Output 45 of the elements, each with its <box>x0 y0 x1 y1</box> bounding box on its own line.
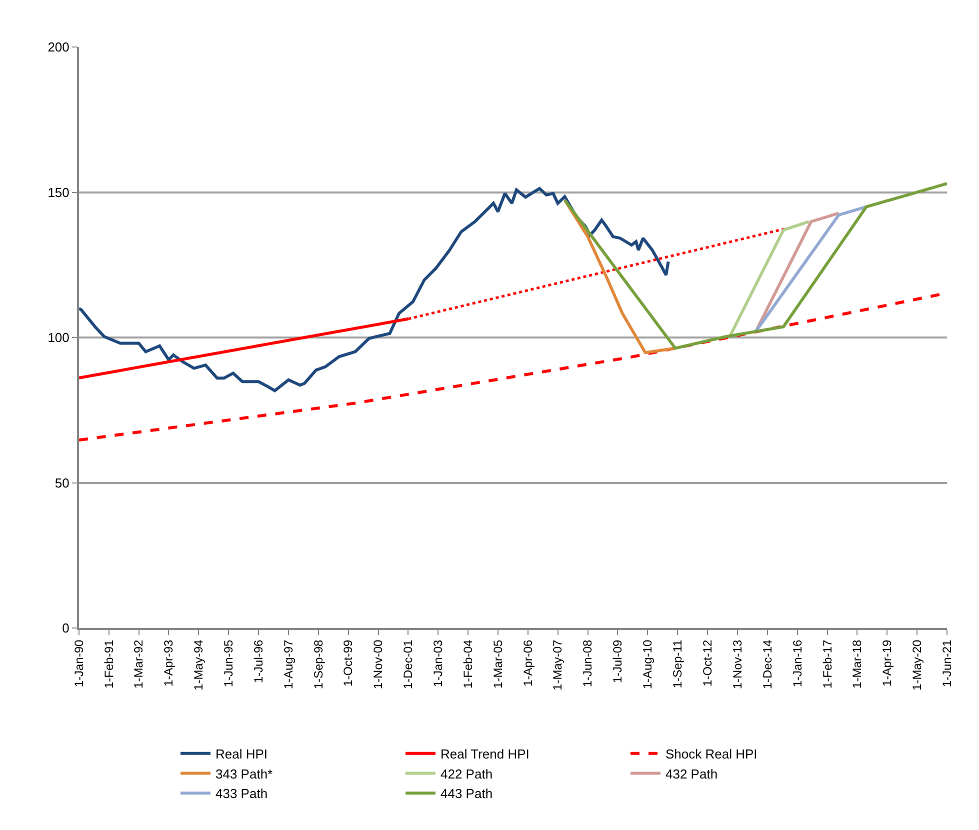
x-tick-label: 1-Jun-95 <box>221 639 236 688</box>
x-tick-label: 1-Sep-11 <box>670 639 685 688</box>
x-tick-label: 1-Aug-97 <box>281 639 296 690</box>
x-tick-label: 1-Jul-96 <box>251 639 266 684</box>
x-tick-label: 1-Mar-05 <box>490 639 505 688</box>
legend-label: 422 Path <box>440 766 493 782</box>
x-tick-label: 1-Feb-91 <box>102 639 116 689</box>
x-tick-label: 1-Jan-03 <box>431 639 446 688</box>
legend-label: 443 Path <box>440 786 493 802</box>
legend-label: 433 Path <box>216 786 268 802</box>
y-tick-label: 200 <box>48 40 70 55</box>
line-series <box>563 182 947 350</box>
x-tick-label: 1-Apr-19 <box>880 639 894 686</box>
x-tick-label: 1-Feb-04 <box>461 639 476 689</box>
x-tick-label: 1-Jul-09 <box>610 639 625 684</box>
x-tick-label: 1-Apr-06 <box>520 639 535 686</box>
y-tick-label: 50 <box>54 475 70 490</box>
legend-label: 432 Path <box>666 766 718 782</box>
legend-label: Shock Real HPI <box>666 746 758 762</box>
line-series <box>79 186 670 392</box>
x-tick-label: 1-Feb-17 <box>820 639 834 689</box>
y-tick-label: 100 <box>48 330 70 346</box>
x-tick-label: 1-May-94 <box>192 639 206 690</box>
legend-label: Real Trend HPI <box>440 746 530 762</box>
x-tick-label: 1-May-07 <box>550 639 565 690</box>
x-tick-label: 1-Aug-10 <box>640 639 655 690</box>
legend-label: Real HPI <box>216 746 268 762</box>
legend-label: 343 Path* <box>216 766 273 782</box>
x-tick-label: 1-Jun-21 <box>940 639 954 688</box>
x-tick-label: 1-Mar-18 <box>850 639 864 688</box>
x-tick-label: 1-Apr-93 <box>162 639 176 686</box>
x-tick-label: 1-Sep-98 <box>311 639 326 690</box>
y-tick-label: 150 <box>48 184 70 200</box>
x-tick-label: 1-Oct-99 <box>341 639 356 686</box>
x-tick-label: 1-Mar-92 <box>132 639 146 688</box>
x-tick-label: 1-Jun-08 <box>580 639 595 688</box>
x-tick-label: 1-Jan-90 <box>72 639 86 688</box>
x-tick-label: 1-Jan-16 <box>790 639 804 688</box>
x-tick-label: 1-Dec-14 <box>760 639 774 690</box>
x-tick-label: 1-May-20 <box>910 639 924 690</box>
x-tick-label: 1-Nov-13 <box>730 639 744 690</box>
x-tick-label: 1-Oct-12 <box>700 639 714 686</box>
x-tick-label: 1-Dec-01 <box>401 639 416 690</box>
x-tick-label: 1-Nov-00 <box>371 639 386 690</box>
y-tick-label: 0 <box>62 620 70 636</box>
